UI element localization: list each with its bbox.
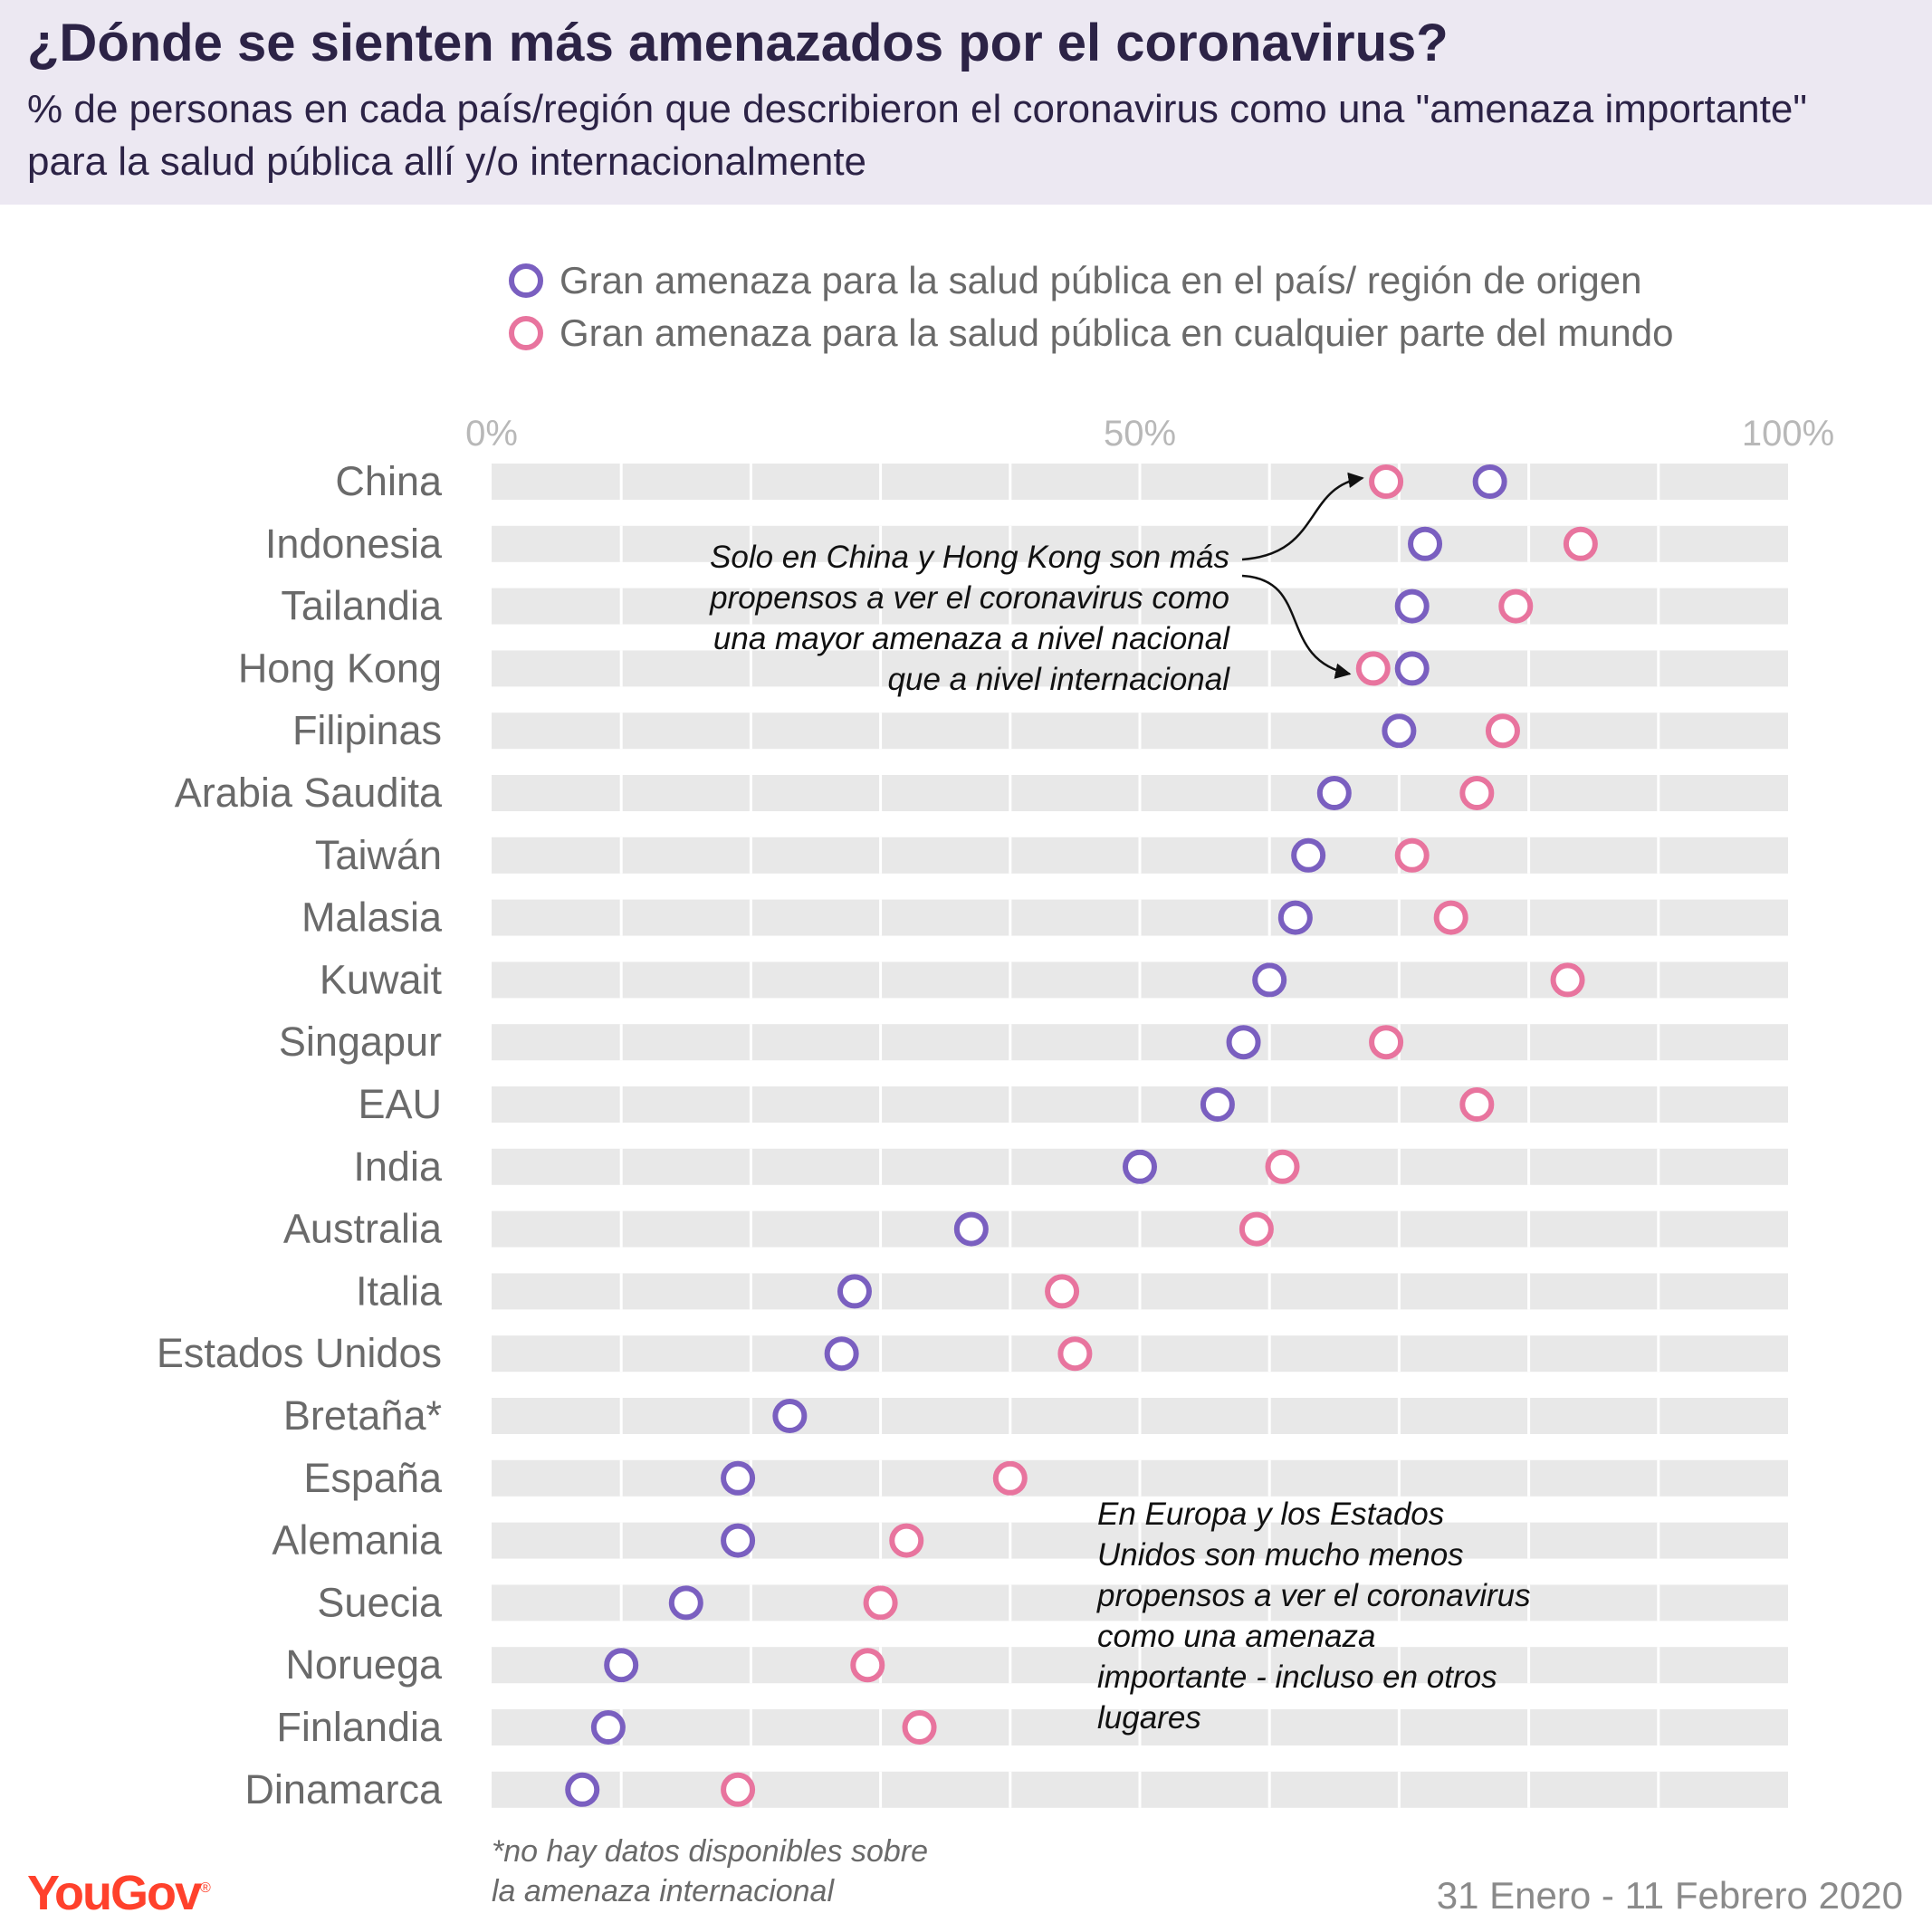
chart-title: ¿Dónde se sienten más amenazados por el … bbox=[27, 14, 1449, 72]
x-tick-label: 100% bbox=[1742, 414, 1834, 454]
category-label: Dinamarca bbox=[244, 1766, 443, 1812]
category-label: Tailandia bbox=[281, 583, 443, 629]
home-dot bbox=[1316, 776, 1352, 810]
category-label: Finlandia bbox=[276, 1704, 443, 1750]
footnote-line2: la amenaza internacional bbox=[492, 1874, 835, 1908]
home-dot bbox=[1408, 526, 1443, 561]
world-dot bbox=[1563, 526, 1598, 561]
home-dot bbox=[1291, 837, 1326, 873]
home-dot bbox=[565, 1772, 600, 1807]
world-dot bbox=[1265, 1149, 1300, 1184]
world-dot bbox=[721, 1772, 756, 1807]
home-dot bbox=[604, 1648, 639, 1683]
world-dot bbox=[992, 1460, 1028, 1496]
category-label: Noruega bbox=[285, 1641, 443, 1688]
legend-home-label: Gran amenaza para la salud pública en el… bbox=[560, 259, 1642, 301]
home-dot bbox=[668, 1585, 703, 1621]
home-dot bbox=[1123, 1149, 1157, 1184]
home-dot bbox=[1472, 464, 1507, 499]
world-ring-icon bbox=[509, 316, 543, 350]
world-dot bbox=[1057, 1336, 1093, 1372]
category-label: Hong Kong bbox=[238, 645, 442, 691]
world-dot bbox=[902, 1710, 937, 1745]
home-dot bbox=[837, 1274, 872, 1309]
category-label: Australia bbox=[283, 1206, 443, 1252]
chart-subtitle: % de personas en cada país/región que de… bbox=[27, 87, 1807, 184]
world-dot bbox=[1369, 464, 1404, 499]
x-tick-label: 50% bbox=[1104, 414, 1176, 454]
annotation-asia: Solo en China y Hong Kong son más propen… bbox=[710, 540, 1229, 697]
home-dot bbox=[824, 1336, 859, 1372]
category-label: Estados Unidos bbox=[157, 1330, 442, 1376]
world-dot bbox=[1394, 837, 1430, 873]
world-dot bbox=[1485, 713, 1520, 749]
category-label: Italia bbox=[356, 1267, 443, 1314]
category-label: Indonesia bbox=[265, 521, 443, 567]
home-dot bbox=[1394, 588, 1430, 624]
logo-mark: ® bbox=[200, 1880, 211, 1896]
world-dot bbox=[1045, 1274, 1080, 1309]
world-dot bbox=[1498, 588, 1534, 624]
category-label: Singapur bbox=[279, 1019, 442, 1065]
home-ring-icon bbox=[509, 263, 543, 298]
home-dot bbox=[772, 1399, 808, 1433]
annotation-arrow-china bbox=[1241, 472, 1364, 561]
category-label: Filipinas bbox=[292, 707, 442, 753]
world-dot bbox=[1433, 900, 1468, 935]
category-label: Alemania bbox=[272, 1517, 443, 1564]
home-dot bbox=[1200, 1087, 1235, 1122]
home-dot bbox=[721, 1523, 756, 1558]
legend-world-label: Gran amenaza para la salud pública en cu… bbox=[560, 311, 1674, 354]
annotation-arrow-hongkong bbox=[1241, 574, 1352, 679]
home-dot bbox=[590, 1710, 626, 1745]
world-dot bbox=[1550, 962, 1585, 998]
date-range: 31 Enero - 11 Febrero 2020 bbox=[1436, 1874, 1903, 1917]
category-label: Taiwán bbox=[315, 832, 442, 878]
logo-text: YouGov bbox=[27, 1866, 202, 1920]
category-label: Kuwait bbox=[320, 956, 443, 1002]
home-dot bbox=[953, 1211, 989, 1247]
footnote: *no hay datos disponibles sobre la amena… bbox=[492, 1832, 928, 1911]
home-dot bbox=[1382, 713, 1417, 749]
world-dot bbox=[889, 1523, 924, 1558]
x-tick-label: 0% bbox=[465, 414, 518, 454]
world-dot bbox=[1355, 651, 1391, 686]
world-dot bbox=[1459, 1087, 1495, 1122]
world-dot bbox=[850, 1648, 885, 1683]
category-label: Malasia bbox=[301, 894, 443, 941]
category-label: Bretaña* bbox=[283, 1392, 442, 1439]
home-dot bbox=[1277, 900, 1313, 935]
annotation-europe: En Europa y los Estados Unidos son mucho… bbox=[1097, 1497, 1531, 1736]
legend-world: Gran amenaza para la salud pública en cu… bbox=[509, 310, 1673, 357]
world-dot bbox=[1459, 776, 1495, 810]
category-label: India bbox=[353, 1143, 443, 1190]
world-dot bbox=[1239, 1211, 1274, 1247]
home-dot bbox=[1226, 1025, 1261, 1060]
footnote-line1: *no hay datos disponibles sobre bbox=[492, 1834, 928, 1869]
world-dot bbox=[863, 1585, 898, 1621]
header-band: ¿Dónde se sienten más amenazados por el … bbox=[0, 0, 1932, 205]
category-label: España bbox=[303, 1455, 443, 1501]
legend-home: Gran amenaza para la salud pública en el… bbox=[509, 257, 1641, 304]
category-label: China bbox=[335, 458, 443, 504]
category-label: Arabia Saudita bbox=[175, 770, 443, 816]
home-dot bbox=[1394, 651, 1430, 686]
category-label: EAU bbox=[358, 1081, 442, 1127]
home-dot bbox=[1252, 962, 1287, 998]
world-dot bbox=[1369, 1025, 1404, 1060]
home-dot bbox=[721, 1460, 756, 1496]
yougov-logo: YouGov® bbox=[27, 1865, 211, 1921]
category-label: Suecia bbox=[317, 1579, 443, 1625]
